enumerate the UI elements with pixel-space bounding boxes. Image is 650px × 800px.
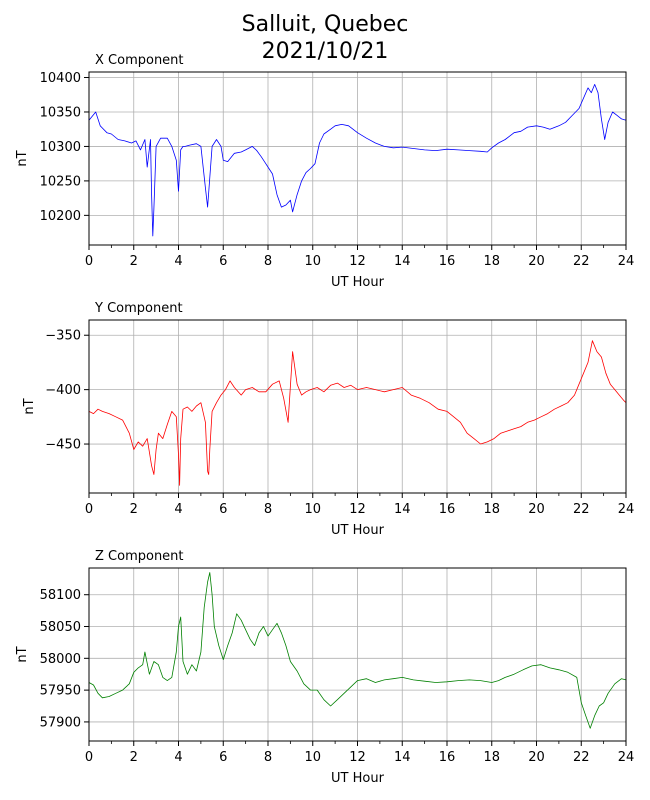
- y-tick-label: 58000: [40, 652, 81, 667]
- y-tick-label: 10300: [40, 140, 81, 155]
- x-tick-label: 16: [439, 502, 456, 517]
- x-tick-label: 22: [573, 254, 590, 269]
- panel-title: Y Component: [94, 301, 183, 316]
- series-line: [88, 84, 627, 237]
- y-tick-label: 58050: [40, 620, 81, 635]
- x-tick-label: 14: [394, 254, 411, 269]
- x-tick-label: 8: [264, 502, 272, 517]
- x-tick-label: 0: [85, 502, 93, 517]
- x-tick-label: 20: [528, 502, 545, 517]
- x-tick-label: 6: [219, 750, 227, 765]
- y-tick-label: −400: [45, 383, 81, 398]
- x-tick-label: 18: [483, 750, 500, 765]
- x-tick-label: 6: [219, 254, 227, 269]
- y-tick-label: 57900: [40, 715, 81, 730]
- y-axis-label: nT: [15, 646, 30, 662]
- x-tick-label: 24: [618, 502, 635, 517]
- x-tick-label: 22: [573, 750, 590, 765]
- y-tick-label: 10200: [40, 209, 81, 224]
- x-tick-label: 6: [219, 502, 227, 517]
- x-tick-label: 20: [528, 750, 545, 765]
- x-tick-label: 2: [130, 502, 138, 517]
- x-tick-label: 10: [304, 502, 321, 517]
- x-tick-label: 20: [528, 254, 545, 269]
- x-tick-label: 2: [130, 254, 138, 269]
- x-tick-label: 24: [618, 254, 635, 269]
- x-tick-label: 16: [439, 254, 456, 269]
- x-tick-label: 22: [573, 502, 590, 517]
- x-tick-label: 18: [483, 502, 500, 517]
- x-tick-label: 12: [349, 254, 366, 269]
- x-tick-label: 10: [304, 750, 321, 765]
- x-tick-label: 12: [349, 502, 366, 517]
- panel-1: 0 2 4 6 8 10 12 14 16 18 20 22 241020010250103001035…: [15, 53, 634, 290]
- panel-title: Z Component: [95, 549, 184, 564]
- series-line: [88, 340, 627, 486]
- x-tick-label: 8: [264, 254, 272, 269]
- x-axis-label: UT Hour: [331, 771, 385, 786]
- y-axis-label: nT: [22, 398, 37, 414]
- y-tick-label: −450: [45, 438, 81, 453]
- panel-3: 0 2 4 6 8 10 12 14 16 18 20 22 245790057950580005805…: [15, 549, 634, 786]
- x-tick-label: 8: [264, 750, 272, 765]
- y-tick-label: 58100: [40, 588, 81, 603]
- y-tick-label: 10250: [40, 174, 81, 189]
- y-tick-label: −350: [45, 329, 81, 344]
- x-axis-label: UT Hour: [331, 275, 385, 290]
- x-tick-label: 14: [394, 502, 411, 517]
- y-tick-label: 57950: [40, 684, 81, 699]
- x-tick-label: 0: [85, 254, 93, 269]
- series-line: [88, 572, 627, 729]
- panel-title: X Component: [95, 53, 184, 68]
- x-tick-label: 2: [130, 750, 138, 765]
- y-tick-label: 10350: [40, 105, 81, 120]
- y-axis-label: nT: [15, 150, 30, 166]
- figure-title-line2: 2021/10/21: [261, 39, 389, 64]
- x-tick-label: 0: [85, 750, 93, 765]
- x-tick-label: 4: [174, 502, 182, 517]
- figure-title-line1: Salluit, Quebec: [241, 12, 409, 37]
- x-tick-label: 12: [349, 750, 366, 765]
- x-tick-label: 4: [174, 254, 182, 269]
- x-tick-label: 4: [174, 750, 182, 765]
- x-tick-label: 24: [618, 750, 635, 765]
- x-tick-label: 10: [304, 254, 321, 269]
- y-tick-label: 10400: [40, 71, 81, 86]
- x-axis-label: UT Hour: [331, 523, 385, 538]
- x-tick-label: 14: [394, 750, 411, 765]
- x-tick-label: 18: [483, 254, 500, 269]
- x-tick-label: 16: [439, 750, 456, 765]
